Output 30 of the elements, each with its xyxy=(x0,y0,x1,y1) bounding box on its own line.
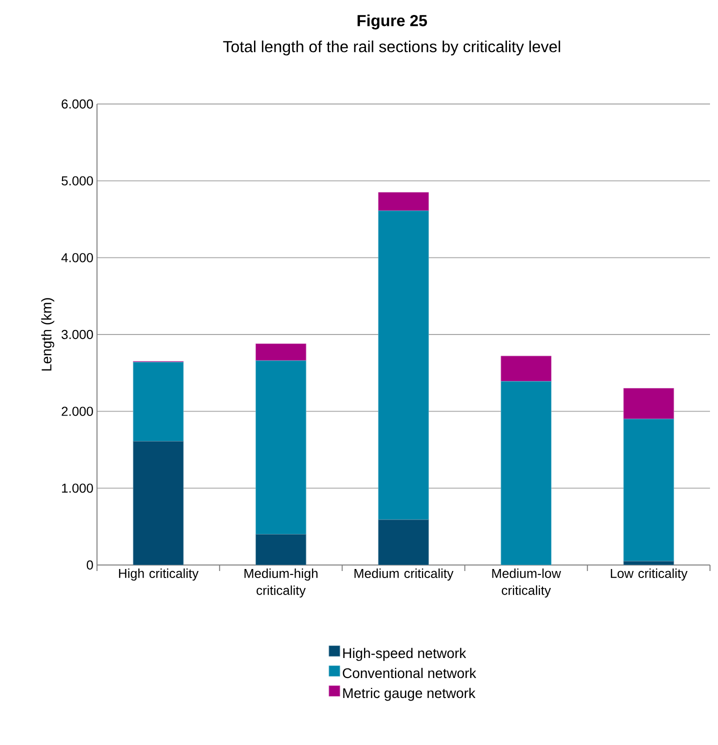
legend-label: High-speed network xyxy=(343,648,466,661)
bar xyxy=(623,388,674,420)
bar xyxy=(378,519,429,565)
bar xyxy=(378,192,429,211)
bar xyxy=(256,344,306,361)
bar xyxy=(132,441,184,565)
bar xyxy=(132,362,184,442)
x-tick-label: Medium-low criticality xyxy=(492,568,562,598)
x-tick-label: Medium-high criticality xyxy=(244,568,318,598)
bar xyxy=(256,534,306,565)
y-tick-label: 0 xyxy=(86,560,93,570)
x-tick-label: Medium criticality xyxy=(354,568,454,581)
bar xyxy=(623,418,674,562)
chart-subtitle: Total length of the rail sections by criticality level xyxy=(223,40,560,56)
bar xyxy=(500,381,552,565)
y-axis-title: Length (km) xyxy=(41,298,54,371)
y-tick-label: 6.000 xyxy=(62,99,93,109)
y-tick-label: 5.000 xyxy=(62,176,93,186)
bar xyxy=(256,360,306,534)
y-tick-label: 1.000 xyxy=(62,484,93,493)
y-tick-label: 2.000 xyxy=(62,406,93,416)
y-tick-label: 3.000 xyxy=(62,330,93,340)
legend-label: Conventional network xyxy=(342,668,476,678)
y-tick-label: 4.000 xyxy=(61,253,93,262)
x-tick-label: Low criticality xyxy=(610,568,688,581)
legend-label: Metric gauge network xyxy=(343,688,476,701)
x-tick-label: High criticality xyxy=(119,568,199,581)
bar xyxy=(500,356,552,382)
chart-title: Figure 25 xyxy=(358,14,427,30)
bar xyxy=(378,210,429,520)
